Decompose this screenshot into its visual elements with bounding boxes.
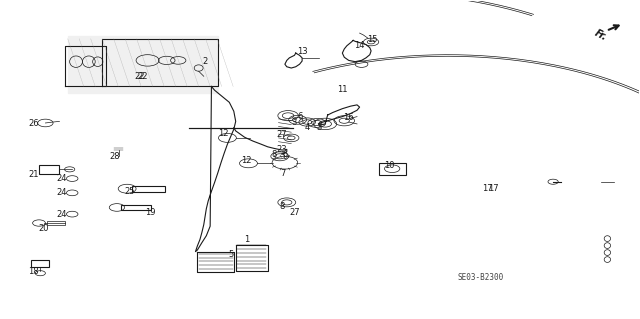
Text: 12: 12	[218, 129, 228, 138]
Text: 15: 15	[367, 35, 378, 44]
Text: 19: 19	[145, 208, 156, 217]
Text: Fr.: Fr.	[593, 28, 609, 42]
Text: 4: 4	[305, 123, 310, 132]
Text: 27: 27	[289, 208, 300, 217]
Bar	[132, 186, 165, 192]
Text: 25: 25	[124, 187, 135, 196]
Bar	[379, 163, 406, 175]
Text: 24: 24	[57, 174, 67, 183]
Text: 11: 11	[337, 85, 348, 94]
Text: 1: 1	[244, 235, 249, 244]
Text: 27: 27	[276, 130, 287, 139]
Text: 17: 17	[488, 184, 499, 193]
Text: 8: 8	[271, 150, 276, 159]
Text: 7: 7	[280, 169, 285, 178]
Text: 13: 13	[297, 47, 307, 56]
Text: 24: 24	[57, 188, 67, 197]
Text: 23: 23	[276, 145, 287, 154]
Text: 10: 10	[384, 161, 394, 170]
Text: 24: 24	[57, 210, 67, 219]
Text: 3: 3	[292, 118, 297, 128]
Text: 9: 9	[282, 152, 287, 161]
Bar	[47, 221, 65, 225]
Text: 8: 8	[279, 202, 284, 211]
Text: 12: 12	[241, 156, 252, 165]
Text: 14: 14	[355, 41, 365, 50]
Text: 21: 21	[29, 170, 39, 179]
Text: 16: 16	[344, 113, 354, 122]
Text: 5: 5	[228, 250, 233, 259]
Text: 26: 26	[29, 119, 39, 129]
Text: 2: 2	[202, 56, 207, 65]
Text: 6: 6	[297, 112, 302, 121]
Polygon shape	[68, 36, 218, 93]
Bar	[121, 204, 152, 210]
Text: SE03-B2300: SE03-B2300	[458, 273, 504, 282]
Text: 18: 18	[29, 267, 39, 276]
Text: 22: 22	[134, 72, 145, 81]
Text: 22: 22	[137, 72, 148, 81]
Text: 3: 3	[316, 122, 321, 132]
Text: 28: 28	[109, 152, 120, 161]
Bar	[31, 260, 49, 267]
Text: 20: 20	[39, 224, 49, 233]
Bar	[39, 165, 60, 174]
Text: 17: 17	[482, 184, 493, 193]
